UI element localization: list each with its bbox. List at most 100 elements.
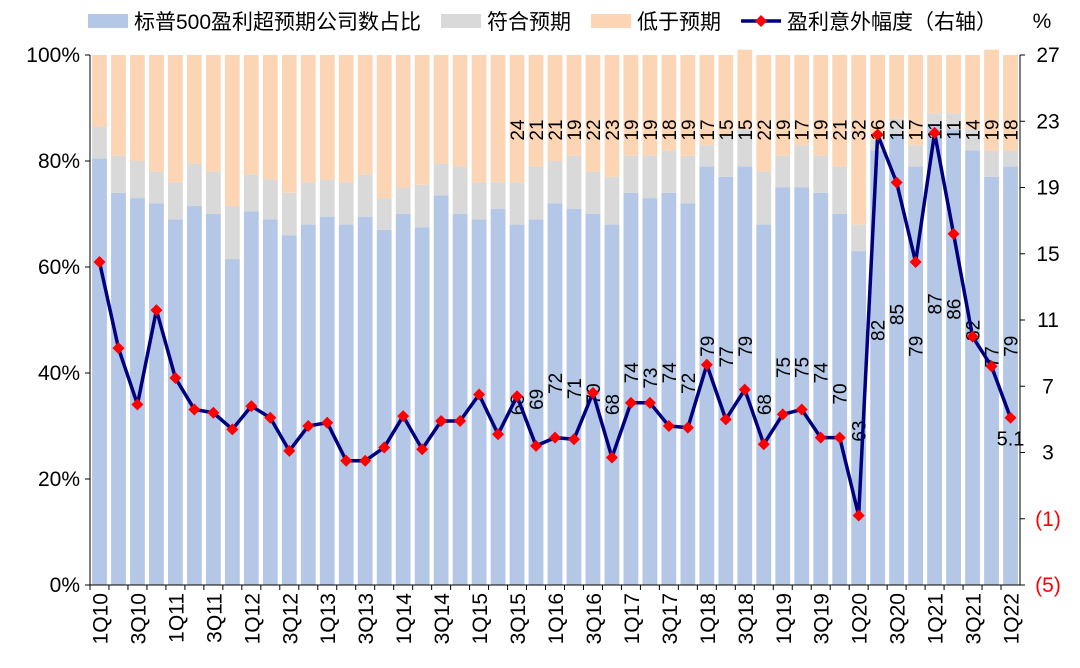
bar-1-4Q18 [756, 171, 772, 225]
bar-2-2Q20 [870, 55, 886, 140]
bar-0-3Q16 [585, 214, 601, 585]
x-tick-label-3Q15: 3Q15 [507, 593, 530, 644]
y-left-tick-label: 60% [38, 256, 80, 279]
x-tick-label-1Q15: 1Q15 [469, 593, 492, 644]
data-label-0-4Q17: 72 [679, 373, 700, 394]
y-right-tick-label: 3 [1042, 442, 1054, 465]
bar-0-2Q17 [642, 198, 658, 585]
bar-0-1Q18 [699, 166, 715, 586]
bar-0-3Q10 [130, 198, 145, 585]
bar-1-3Q19 [813, 155, 829, 193]
bar-1-2Q15 [490, 182, 506, 209]
bar-2-1Q21 [927, 55, 942, 114]
bar-1-3Q17 [661, 150, 677, 193]
line-point-2Q13 [340, 454, 353, 467]
line-point-4Q19 [833, 431, 846, 444]
bar-1-1Q16 [547, 161, 563, 204]
bar-0-2Q12 [262, 219, 278, 586]
line-point-4Q18 [757, 438, 770, 451]
bar-2-1Q13 [319, 55, 335, 180]
bar-1-4Q20 [908, 145, 924, 167]
line-point-4Q14 [454, 415, 467, 428]
x-tick-label-3Q10: 3Q10 [127, 593, 150, 644]
bar-1-1Q20 [851, 224, 867, 252]
bar-0-2Q16 [566, 208, 582, 585]
bar-2-4Q20 [908, 55, 924, 146]
bar-1-1Q17 [623, 155, 639, 193]
data-label-2-4Q21: 19 [983, 119, 1004, 140]
bar-0-3Q13 [357, 216, 373, 585]
bar-0-2Q19 [794, 187, 810, 585]
y-right-tick-label: 15 [1036, 243, 1059, 266]
bar-2-4Q13 [376, 55, 392, 199]
data-label-2-3Q17: 18 [660, 119, 681, 140]
data-label-0-1Q16: 72 [546, 373, 567, 394]
bar-2-3Q10 [130, 55, 145, 161]
x-tick-label-1Q10: 1Q10 [89, 593, 112, 644]
data-label-2-4Q17: 19 [679, 119, 700, 140]
bar-0-4Q12 [300, 224, 316, 585]
data-label-2-2Q16: 19 [565, 119, 586, 140]
data-label-2-3Q16: 22 [584, 119, 605, 140]
bar-1-2Q10 [111, 155, 126, 193]
bar-0-3Q15 [509, 224, 525, 585]
data-label-0-4Q20: 79 [907, 336, 928, 357]
data-label-2-3Q21: 14 [964, 119, 985, 141]
bar-2-4Q12 [300, 55, 316, 183]
bar-1-4Q16 [604, 176, 620, 225]
bar-1-4Q21 [984, 150, 999, 177]
data-label-0-1Q19: 75 [774, 357, 795, 378]
x-tick-label-1Q19: 1Q19 [773, 593, 796, 644]
data-label-0-2Q20: 82 [869, 320, 890, 341]
bar-2-2Q11 [186, 55, 202, 164]
bar-2-4Q15 [528, 55, 544, 167]
bar-2-4Q17 [680, 55, 696, 156]
x-tick-label-1Q14: 1Q14 [393, 593, 416, 645]
x-tick-label-1Q20: 1Q20 [849, 593, 872, 644]
data-label-2-1Q22: 18 [1002, 119, 1023, 140]
bar-0-3Q14 [433, 195, 449, 585]
bar-0-2Q13 [338, 224, 354, 585]
y-right-tick-label: (1) [1035, 508, 1061, 531]
line-point-3Q15 [511, 390, 524, 403]
bar-0-2Q11 [186, 206, 202, 586]
data-label-0-4Q18: 68 [755, 394, 776, 415]
line-point-2Q20 [871, 128, 884, 141]
bar-0-4Q13 [376, 229, 392, 585]
bar-2-1Q17 [623, 55, 639, 156]
line-point-2Q11 [188, 403, 201, 416]
legend-label-2: 低于预期 [637, 11, 721, 34]
bar-2-3Q13 [357, 55, 373, 175]
bar-0-4Q16 [604, 224, 620, 585]
bar-1-2Q17 [642, 155, 658, 199]
bar-1-4Q14 [452, 166, 468, 214]
y-right-tick-label: 27 [1036, 44, 1059, 67]
data-label-0-2Q17: 73 [641, 368, 662, 389]
data-label-0-4Q19: 70 [831, 383, 852, 404]
line-point-4Q20 [909, 256, 922, 269]
line-point-4Q11 [226, 423, 239, 436]
data-label-2-1Q16: 21 [546, 119, 567, 140]
bar-2-1Q22 [1003, 55, 1018, 151]
bar-1-2Q13 [338, 182, 354, 225]
line-point-4Q12 [302, 420, 315, 432]
bar-1-2Q14 [414, 184, 430, 228]
line-point-1Q19 [776, 408, 789, 421]
legend-label-line: 盈利意外幅度（右轴） [787, 11, 997, 34]
bar-0-1Q15 [471, 219, 487, 586]
x-tick-label-3Q14: 3Q14 [431, 593, 454, 645]
line-point-1Q18 [700, 358, 713, 371]
bar-2-1Q15 [471, 55, 487, 183]
y-right-tick-label: 19 [1036, 177, 1059, 200]
data-label-0-1Q20: 63 [850, 421, 871, 442]
x-tick-label-3Q19: 3Q19 [811, 593, 834, 644]
bar-0-4Q14 [452, 214, 468, 585]
bar-1-2Q21 [946, 113, 961, 130]
data-label-2-1Q19: 19 [774, 119, 795, 140]
x-tick-label-1Q22: 1Q22 [1001, 593, 1024, 644]
bars [92, 49, 1018, 586]
bar-1-1Q18 [699, 145, 715, 167]
line-point-3Q14 [435, 415, 448, 428]
bar-2-2Q12 [262, 55, 278, 180]
